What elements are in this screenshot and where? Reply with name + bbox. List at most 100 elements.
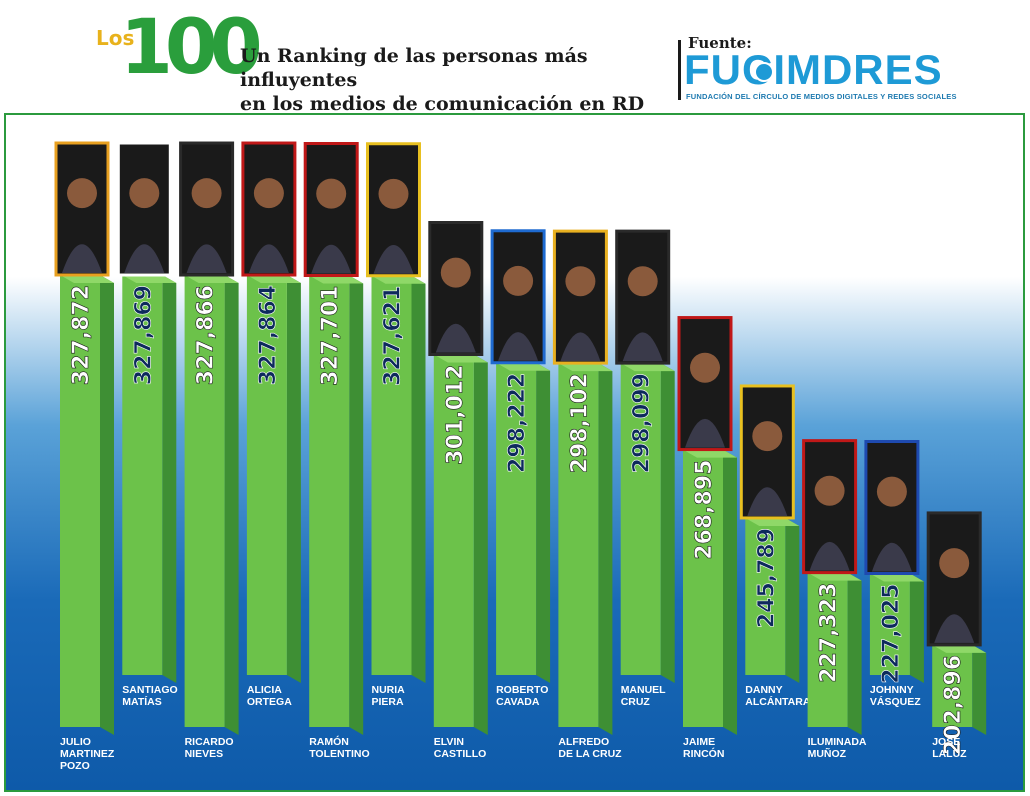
bar-name-line: ALCÁNTARA (745, 695, 811, 708)
source-label: Fuente: (688, 34, 752, 52)
value-label: 301,012 (443, 365, 468, 465)
value-label: 327,866 (194, 285, 219, 385)
bar-side (847, 572, 862, 735)
logo-number: 100 (120, 2, 263, 91)
photo-shoulders (124, 244, 165, 274)
photo-face (129, 178, 160, 209)
photo-face (316, 178, 347, 209)
photo-shoulders (373, 245, 414, 274)
person-photo (490, 229, 546, 365)
bar (620, 363, 661, 675)
value-label: 227,323 (817, 583, 842, 683)
photo-face (503, 265, 534, 296)
bar-side (286, 275, 301, 683)
photo-shoulders (685, 418, 725, 448)
photo-shoulders (186, 244, 227, 274)
bar-name-line: ORTEGA (247, 696, 292, 708)
globe-icon (754, 62, 774, 82)
value-label: 327,872 (69, 285, 94, 385)
bar-group: 268,895 JAIME RINCÓN (677, 316, 737, 760)
bar-name-line: RINCÓN (683, 747, 724, 760)
bar-name-line: NURIA (372, 684, 406, 696)
photo-shoulders (934, 614, 975, 643)
bar-name-label: MANUEL CRUZ (621, 684, 666, 708)
bar (683, 449, 723, 727)
bar-side (162, 275, 177, 683)
bar-group: 327,866 RICARDO NIEVES (179, 141, 239, 760)
bar-side (598, 363, 613, 735)
bar-side (536, 362, 551, 683)
value-label: 298,099 (630, 373, 655, 473)
photo-face (627, 266, 658, 297)
bar-side (785, 517, 800, 683)
value-label: 268,895 (692, 460, 717, 560)
bar-name-label: ALICIA ORTEGA (247, 684, 292, 708)
bar (371, 275, 412, 675)
bar (496, 362, 537, 675)
bar-name-line: ILUMINADA (808, 736, 867, 748)
title-line-1: Un Ranking de las personas más influyent… (240, 45, 588, 91)
bar (309, 275, 350, 727)
bar-name-line: MUÑOZ (808, 747, 847, 760)
value-label: 298,102 (567, 373, 592, 473)
bar-side (660, 363, 675, 683)
person-photo (739, 384, 795, 520)
chart-panel: 327,872 JULIO MARTINEZ POZO 327,869 SANTIAGO M… (4, 113, 1025, 792)
bar-name-line: CRUZ (621, 696, 651, 708)
bar-group: 298,099 MANUEL CRUZ (615, 229, 675, 708)
bar-side (349, 275, 364, 735)
bar-group: 327,872 JULIO MARTINEZ POZO (54, 141, 115, 772)
value-label: 227,025 (879, 584, 904, 684)
photo-shoulders (871, 542, 912, 572)
bar-group: 327,864 ALICIA ORTEGA (241, 141, 301, 708)
photo-shoulders (62, 244, 102, 273)
bar-side (972, 644, 987, 735)
bar-name-label: RICARDO NIEVES (185, 736, 234, 760)
bar-side (100, 275, 114, 735)
bar-name-label: JOSÉ LALUZ (932, 735, 967, 760)
value-label: 298,222 (505, 373, 530, 473)
bar-name-line: JOSÉ (932, 735, 960, 748)
bar-group: 327,701 RAMÓN TOLENTINO (303, 142, 370, 760)
bar (433, 354, 474, 727)
bar-top (371, 275, 426, 284)
bar (807, 572, 848, 727)
bar-top (246, 275, 301, 284)
bar (932, 644, 973, 727)
bar-side (411, 275, 426, 683)
value-label: 327,869 (131, 285, 156, 385)
bar-name-label: RAMÓN TOLENTINO (309, 735, 369, 760)
bar-top (620, 363, 675, 372)
bar-name-label: ALFREDO DE LA CRUZ (558, 736, 622, 760)
bar-top (932, 644, 987, 653)
value-label: 245,789 (754, 528, 779, 628)
bar (122, 275, 163, 675)
bar-name-line: ELVIN (434, 736, 464, 748)
bar-side (473, 354, 488, 735)
bar-name-line: PIERA (372, 696, 405, 708)
bar-name-line: DANNY (745, 684, 782, 696)
bar-group: 327,621 NURIA PIERA (366, 142, 426, 708)
bar (246, 275, 287, 675)
bar-top (60, 275, 114, 283)
header-divider (678, 40, 681, 100)
header: Los 100 Un Ranking de las personas más i… (0, 0, 1030, 139)
bar (60, 275, 100, 727)
bar-name-line: JULIO (60, 736, 91, 748)
bar-name-label: SANTIAGO MATÍAS (122, 684, 177, 708)
bar-group: 298,222 ROBERTO CAVADA (490, 229, 551, 708)
bar-name-label: ELVIN CASTILLO (434, 736, 487, 760)
photo-face (876, 476, 907, 507)
photo-shoulders (560, 332, 601, 362)
photo-face (440, 257, 471, 288)
photo-face (690, 352, 720, 383)
bar-name-label: ILUMINADA MUÑOZ (808, 736, 867, 760)
bar-name-label: ROBERTO CAVADA (496, 684, 548, 708)
bar-name-line: MANUEL (621, 684, 666, 696)
bar-name-line: POZO (60, 760, 90, 772)
photo-face (814, 475, 845, 506)
bar-group: 227,323 ILUMINADA MUÑOZ (802, 439, 867, 760)
bar-side (224, 275, 239, 735)
